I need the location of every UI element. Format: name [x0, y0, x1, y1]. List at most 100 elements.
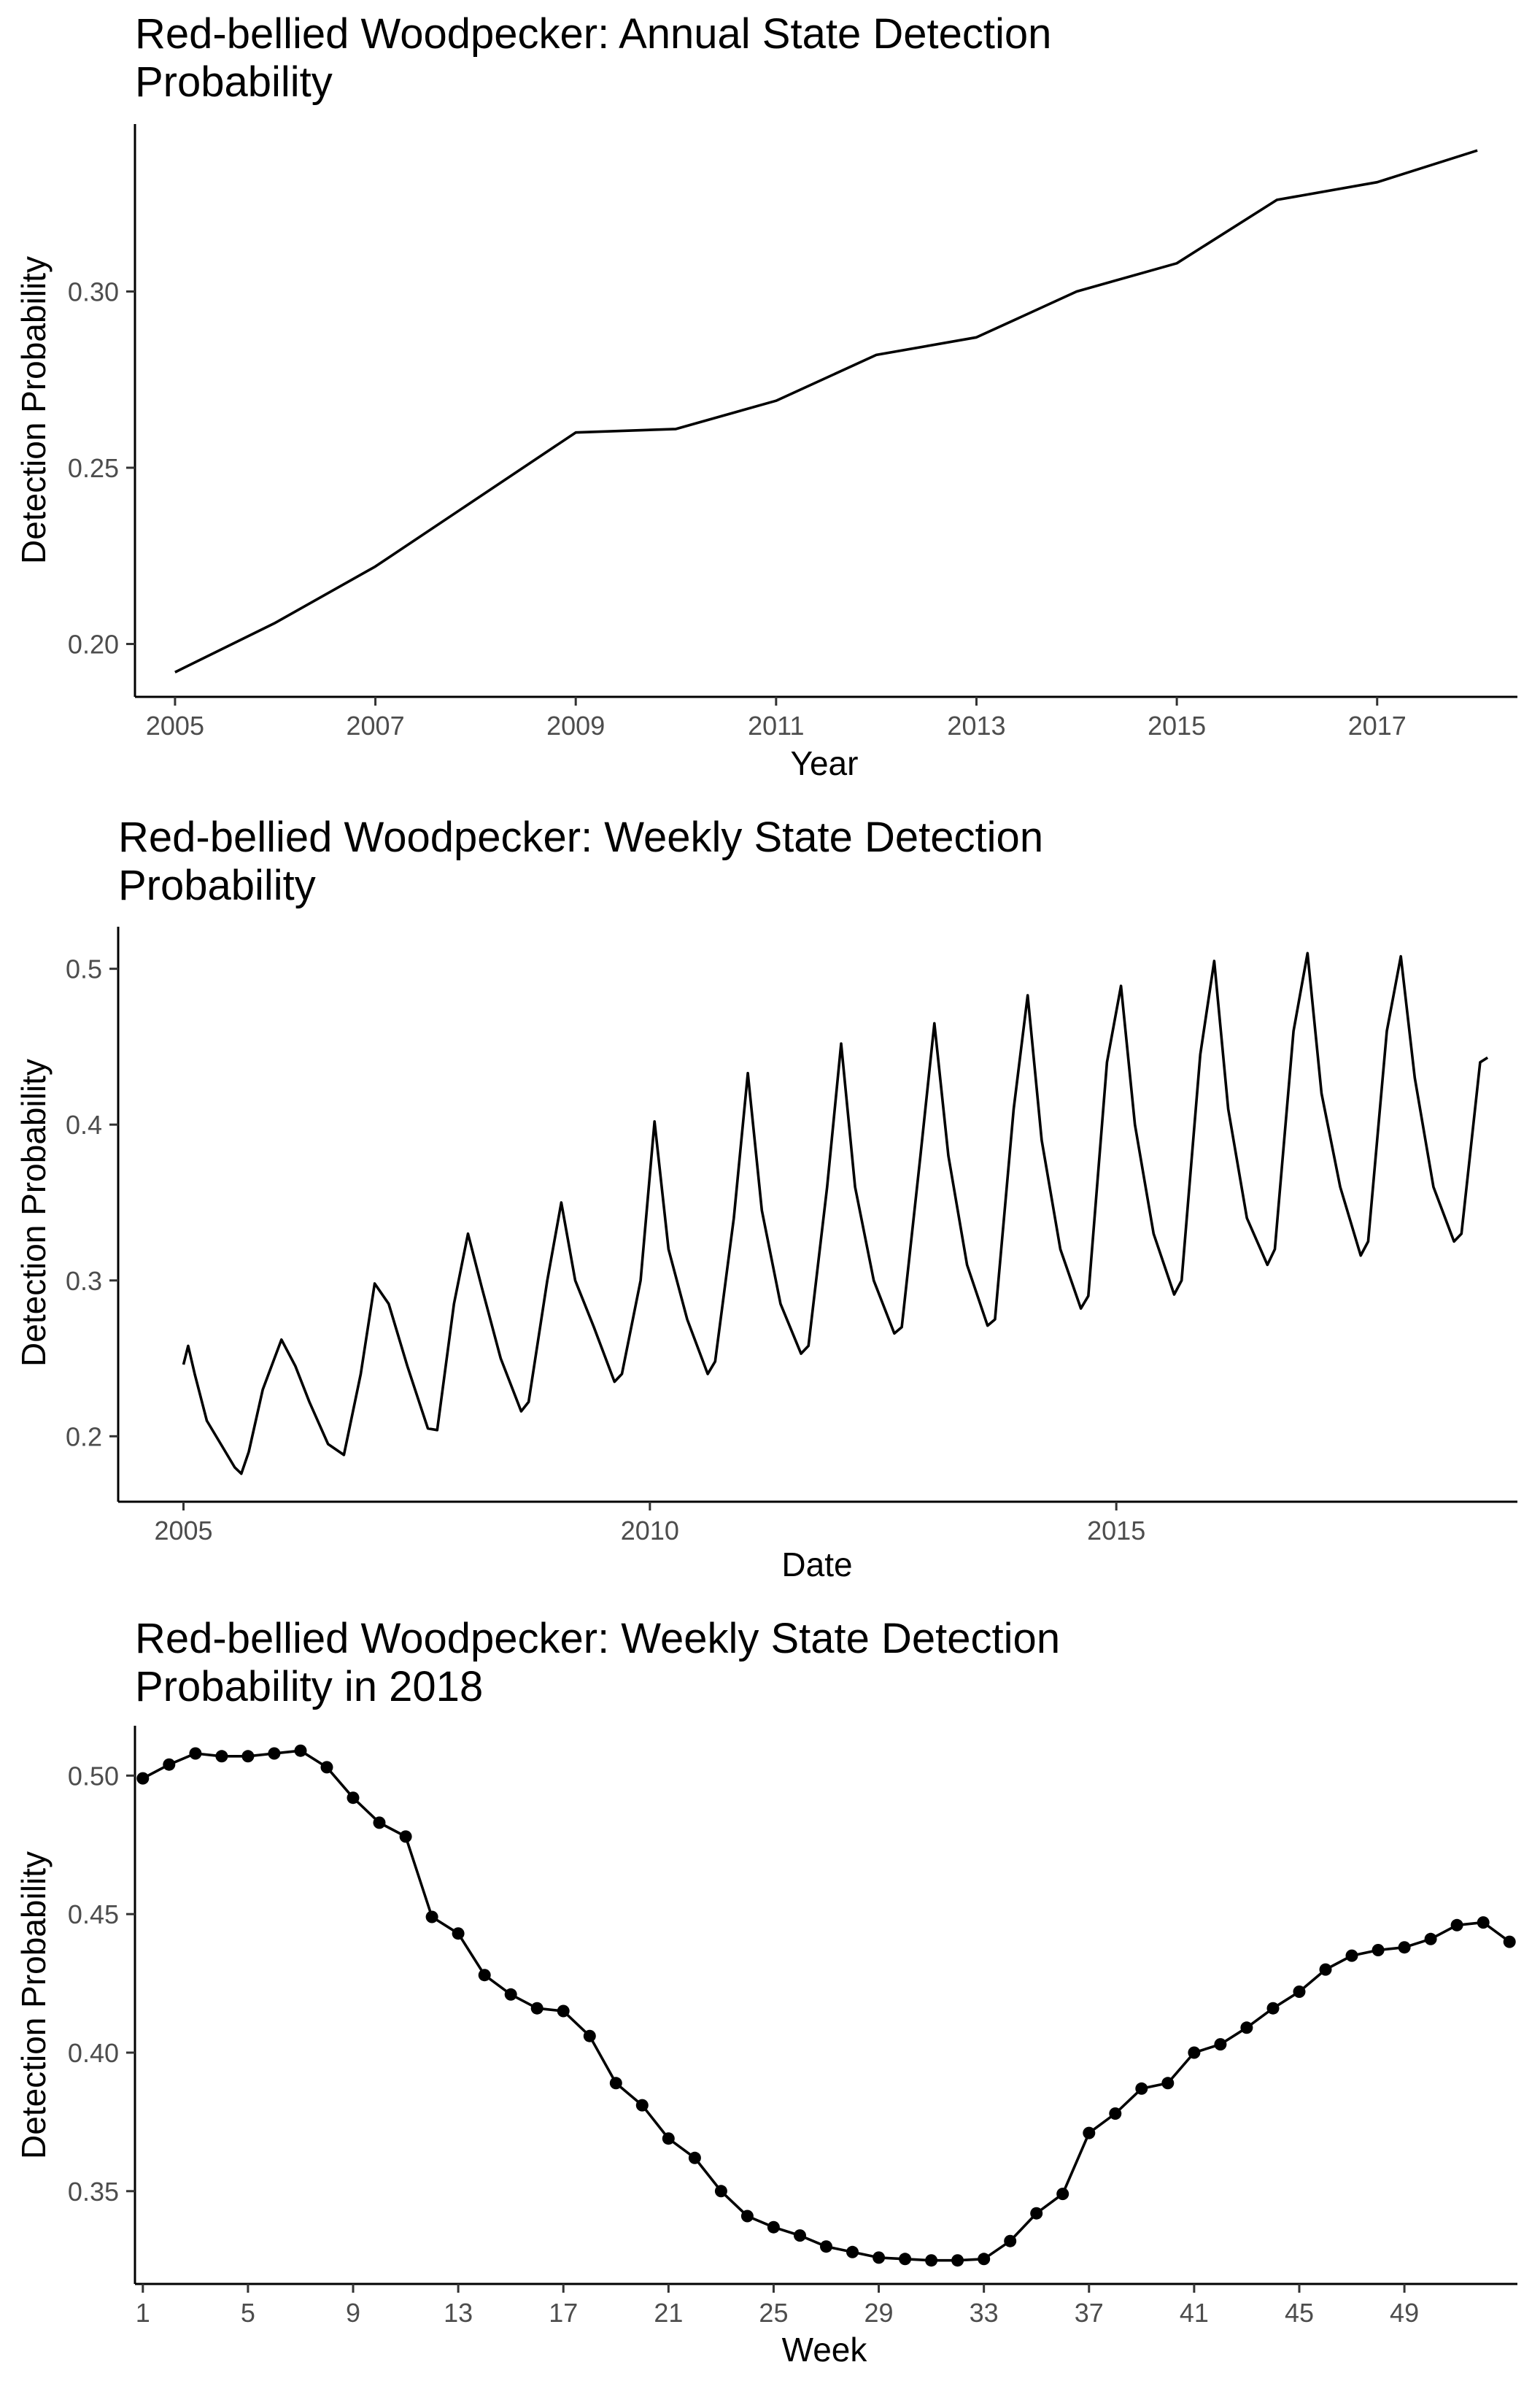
- chart-title-line-2: Probability: [118, 862, 316, 909]
- weekly-detection-chart: Red-bellied Woodpecker: Weekly State Det…: [15, 814, 1517, 1583]
- data-point: [609, 2077, 622, 2090]
- x-axis-title: Year: [791, 744, 859, 782]
- series-line: [142, 1749, 1511, 2262]
- data-point: [951, 2254, 964, 2267]
- y-tick-label: 0.35: [68, 2177, 119, 2207]
- data-point: [688, 2151, 701, 2164]
- series-line: [174, 149, 1478, 674]
- weekly-2018-detection-chart: Red-bellied Woodpecker: Weekly State Det…: [15, 1615, 1517, 2369]
- data-point: [1188, 2046, 1201, 2059]
- y-axis-title: Detection Probability: [15, 1059, 53, 1367]
- data-point: [530, 2002, 543, 2015]
- y-tick-label: 0.20: [68, 630, 119, 660]
- x-tick-label: 41: [1180, 2298, 1209, 2328]
- data-point: [583, 2029, 596, 2042]
- data-point: [320, 1761, 333, 1774]
- data-point: [899, 2253, 912, 2266]
- y-axis-title: Detection Probability: [15, 256, 53, 564]
- x-tick-label: 2010: [621, 1516, 679, 1545]
- x-tick-label: 2011: [748, 711, 804, 741]
- x-tick-label: 5: [241, 2298, 255, 2328]
- data-point: [873, 2251, 886, 2264]
- x-tick-label: 25: [759, 2298, 788, 2328]
- data-point: [1345, 1949, 1358, 1962]
- data-point: [1293, 1986, 1306, 1998]
- y-tick-label: 0.40: [68, 2038, 119, 2068]
- x-tick-label: 37: [1075, 2298, 1104, 2328]
- data-point: [452, 1927, 465, 1940]
- data-point: [1398, 1941, 1411, 1954]
- x-axis-ticks: 2005 2010 2015: [154, 1502, 1145, 1545]
- x-axis-ticks: 1 5 9 13 17 21 25 29 33 37 41 45 49: [136, 2284, 1419, 2328]
- x-tick-label: 2005: [154, 1516, 212, 1545]
- x-tick-label: 49: [1390, 2298, 1419, 2328]
- x-axis-title: Week: [782, 2331, 868, 2369]
- data-point: [820, 2240, 832, 2253]
- data-point: [714, 2185, 727, 2198]
- y-tick-label: 0.3: [66, 1266, 102, 1296]
- chart-title-line-1: Red-bellied Woodpecker: Weekly State Det…: [135, 1615, 1060, 1662]
- data-point: [1266, 2002, 1280, 2015]
- data-point: [1161, 2077, 1175, 2090]
- y-tick-label: 0.25: [68, 453, 119, 483]
- y-tick-label: 0.5: [66, 954, 102, 984]
- y-tick-label: 0.4: [66, 1110, 102, 1140]
- x-tick-label: 2007: [347, 711, 405, 741]
- y-axis-ticks: 0.35 0.40 0.45 0.50: [68, 1761, 135, 2207]
- data-point: [215, 1750, 228, 1763]
- data-point: [136, 1772, 150, 1785]
- x-tick-label: 2017: [1348, 711, 1407, 741]
- data-point: [163, 1758, 176, 1771]
- x-tick-label: 21: [654, 2298, 683, 2328]
- data-point: [294, 1744, 307, 1757]
- data-points: [136, 1744, 1516, 2267]
- data-point: [794, 2229, 806, 2242]
- x-tick-label: 17: [549, 2298, 578, 2328]
- data-point: [1503, 1935, 1516, 1948]
- data-point: [740, 2210, 754, 2223]
- data-point: [478, 1969, 491, 1982]
- x-tick-label: 29: [864, 2298, 894, 2328]
- x-tick-label: 2009: [546, 711, 605, 741]
- data-point: [1372, 1944, 1385, 1956]
- data-point: [1450, 1918, 1463, 1932]
- x-tick-label: 2015: [1148, 711, 1206, 741]
- data-point: [373, 1816, 386, 1829]
- y-axis-ticks: 0.20 0.25 0.30: [68, 277, 135, 660]
- y-tick-label: 0.30: [68, 277, 119, 306]
- data-point: [1109, 2107, 1122, 2120]
- x-axis-title: Date: [781, 1545, 852, 1583]
- annual-detection-chart: Red-bellied Woodpecker: Annual State Det…: [15, 10, 1517, 782]
- y-axis-title: Detection Probability: [15, 1851, 53, 2159]
- data-point: [399, 1830, 412, 1843]
- x-tick-label: 9: [346, 2298, 360, 2328]
- data-point: [189, 1747, 202, 1760]
- y-tick-label: 0.50: [68, 1761, 119, 1791]
- x-tick-label: 13: [444, 2298, 473, 2328]
- chart-title-line-2: Probability in 2018: [135, 1663, 483, 1710]
- data-point: [1319, 1963, 1332, 1976]
- data-point: [767, 2220, 780, 2234]
- data-point: [1135, 2082, 1148, 2095]
- data-point: [978, 2253, 991, 2266]
- data-point: [1030, 2207, 1043, 2220]
- chart-title-line-2: Probability: [135, 58, 333, 106]
- data-point: [1477, 1916, 1490, 1929]
- data-point: [1056, 2188, 1069, 2201]
- x-tick-label: 2013: [947, 711, 1005, 741]
- data-point: [1083, 2126, 1096, 2139]
- x-tick-label: 45: [1285, 2298, 1314, 2328]
- data-point: [557, 2004, 570, 2018]
- data-point: [1004, 2234, 1017, 2247]
- y-tick-label: 0.2: [66, 1421, 102, 1451]
- data-point: [662, 2132, 675, 2145]
- chart-title-line-1: Red-bellied Woodpecker: Annual State Det…: [135, 10, 1051, 58]
- data-point: [635, 2099, 649, 2112]
- x-tick-label: 2015: [1087, 1516, 1145, 1545]
- data-point: [1424, 1932, 1437, 1945]
- data-point: [425, 1910, 438, 1923]
- y-tick-label: 0.45: [68, 1899, 119, 1929]
- x-tick-label: 2005: [146, 711, 204, 741]
- data-point: [925, 2254, 938, 2267]
